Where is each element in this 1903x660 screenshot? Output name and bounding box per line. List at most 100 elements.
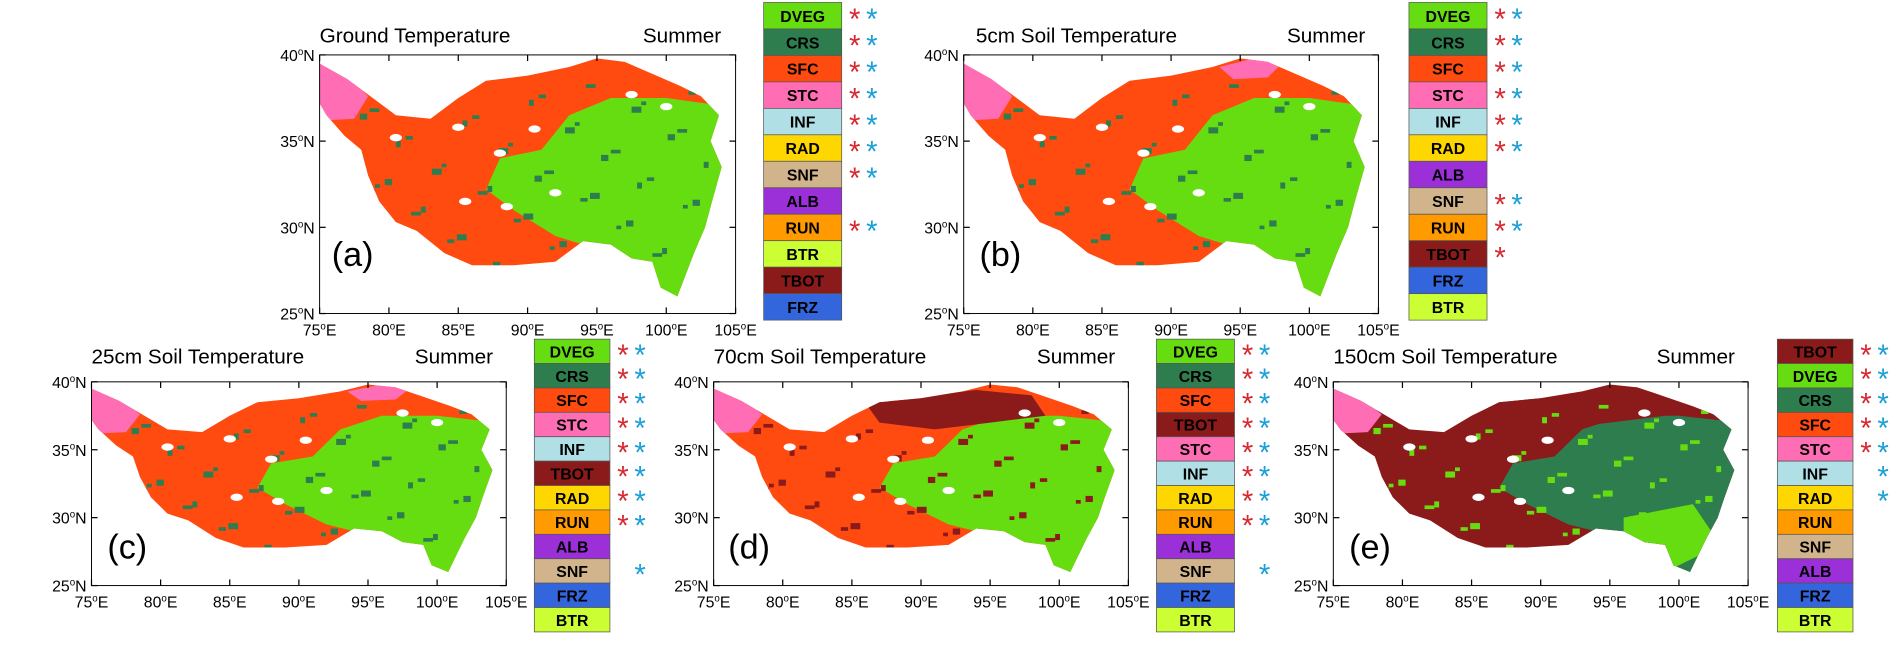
lake (1403, 443, 1416, 451)
legend-swatch-tbot (1408, 240, 1488, 268)
patch-cell (778, 479, 786, 486)
stc-region (963, 61, 1013, 121)
blue-asterisk: * (1511, 84, 1522, 116)
patch-cell (1434, 501, 1440, 508)
patch-cell (943, 532, 949, 537)
legend-label: ALB (556, 540, 589, 557)
blue-asterisk: * (1511, 136, 1522, 168)
blue-asterisk: * (1877, 437, 1888, 469)
y-tick-label: 35oN (52, 442, 87, 460)
patch-cell (279, 451, 285, 455)
degree-sign: o (1034, 321, 1040, 332)
degree-sign: o (161, 593, 167, 604)
patch-cell (126, 517, 131, 524)
patch-cell (351, 494, 359, 499)
patch-cell (213, 467, 219, 472)
patch-cell (1644, 422, 1655, 429)
x-tick-suffix: E (1108, 322, 1119, 339)
blue-asterisk: * (1511, 57, 1522, 89)
x-tick-value: 80 (1016, 322, 1034, 339)
legend-swatch-frz (1776, 582, 1854, 608)
red-asterisk: * (617, 511, 628, 543)
lake (230, 493, 243, 501)
panel-title: 25cm Soil Temperature (91, 346, 304, 369)
patch-cell (1346, 161, 1352, 168)
patch-cell (922, 417, 928, 424)
patch-cell (1547, 476, 1555, 484)
patch-cell (1244, 154, 1252, 162)
patch-cell (1028, 179, 1036, 186)
x-tick-value: 75 (1316, 595, 1334, 612)
x-tick-label: 105oE (714, 321, 756, 339)
panel-c: 75oE 80oE 85oE 90oE 95oE 100oE 105oE25oN30oN35… (52, 338, 646, 633)
patch-cell (345, 434, 351, 439)
x-tick-suffix: E (1070, 595, 1081, 612)
panel-b: 75oE 80oE 85oE 90oE 95oE 100oE 105oE25oN30oN35… (924, 2, 1523, 339)
x-tick-label: 100oE (1658, 593, 1700, 611)
blue-asterisk: * (634, 486, 645, 518)
legend-swatch-alb (1156, 533, 1235, 560)
patch-cell (1496, 548, 1502, 553)
patch-cell (1166, 213, 1177, 220)
patch-cell (356, 404, 367, 409)
y-tick-suffix: N (947, 307, 958, 324)
blue-asterisk: * (634, 437, 645, 469)
y-tick-suffix: N (303, 134, 314, 151)
patch-cell (1542, 417, 1547, 424)
patch-cell (1208, 127, 1219, 134)
patch-cell (1070, 92, 1078, 99)
patch-cell (390, 254, 401, 262)
patch-cell (472, 115, 480, 119)
legend-swatch-frz (1156, 582, 1235, 608)
y-tick-value: 35 (1294, 443, 1312, 460)
x-tick-value: 105 (714, 322, 741, 339)
blue-asterisk: * (866, 216, 877, 248)
patch-cell (1578, 438, 1588, 445)
patch-cell (559, 241, 567, 248)
patch-cell (523, 213, 534, 220)
patch-cell (601, 154, 609, 162)
degree-sign: o (692, 374, 698, 385)
patch-cell (468, 406, 479, 413)
patch-cell (748, 517, 754, 524)
patch-cell (958, 438, 969, 445)
patch-cell (652, 253, 663, 257)
legend-label: TBOT (1426, 247, 1469, 264)
patch-cell (1096, 466, 1102, 473)
patch-cell (1121, 191, 1132, 195)
y-tick-suffix: N (697, 375, 708, 392)
legend-swatch-btr (1776, 607, 1854, 633)
patch-cell (534, 175, 542, 182)
y-tick-value: 35 (924, 134, 942, 151)
patch-cell (456, 234, 467, 241)
red-asterisk: * (849, 4, 860, 36)
x-tick-label: 75oE (947, 321, 981, 339)
red-asterisk: * (617, 364, 628, 396)
patch-cell (1034, 418, 1040, 423)
x-tick-suffix: E (1340, 595, 1351, 612)
degree-sign: o (1684, 593, 1690, 604)
degree-sign: o (853, 593, 859, 604)
legend-swatch-tbot (1776, 338, 1854, 364)
patch-cell (1003, 113, 1012, 120)
patch-cell (1398, 479, 1406, 486)
lake (528, 125, 541, 133)
patch-cell (1629, 516, 1635, 520)
patch-cell (254, 548, 260, 553)
lake (1513, 497, 1527, 506)
panel-title: Ground Temperature (320, 25, 511, 48)
patch-cell (249, 489, 259, 493)
patch-cell (1690, 440, 1700, 444)
legend-swatch-snf (1156, 558, 1235, 584)
patch-cell (1223, 198, 1231, 202)
y-tick-suffix: N (947, 134, 958, 151)
lake (1144, 202, 1157, 211)
x-tick-suffix: E (326, 322, 337, 339)
patch-cell (1674, 533, 1680, 541)
lake (1018, 409, 1031, 417)
legend-swatch-snf (763, 160, 843, 189)
patch-cell (182, 505, 193, 510)
patch-cell (1055, 533, 1060, 541)
degree-sign: o (298, 219, 304, 230)
y-tick-suffix: N (1317, 511, 1328, 528)
